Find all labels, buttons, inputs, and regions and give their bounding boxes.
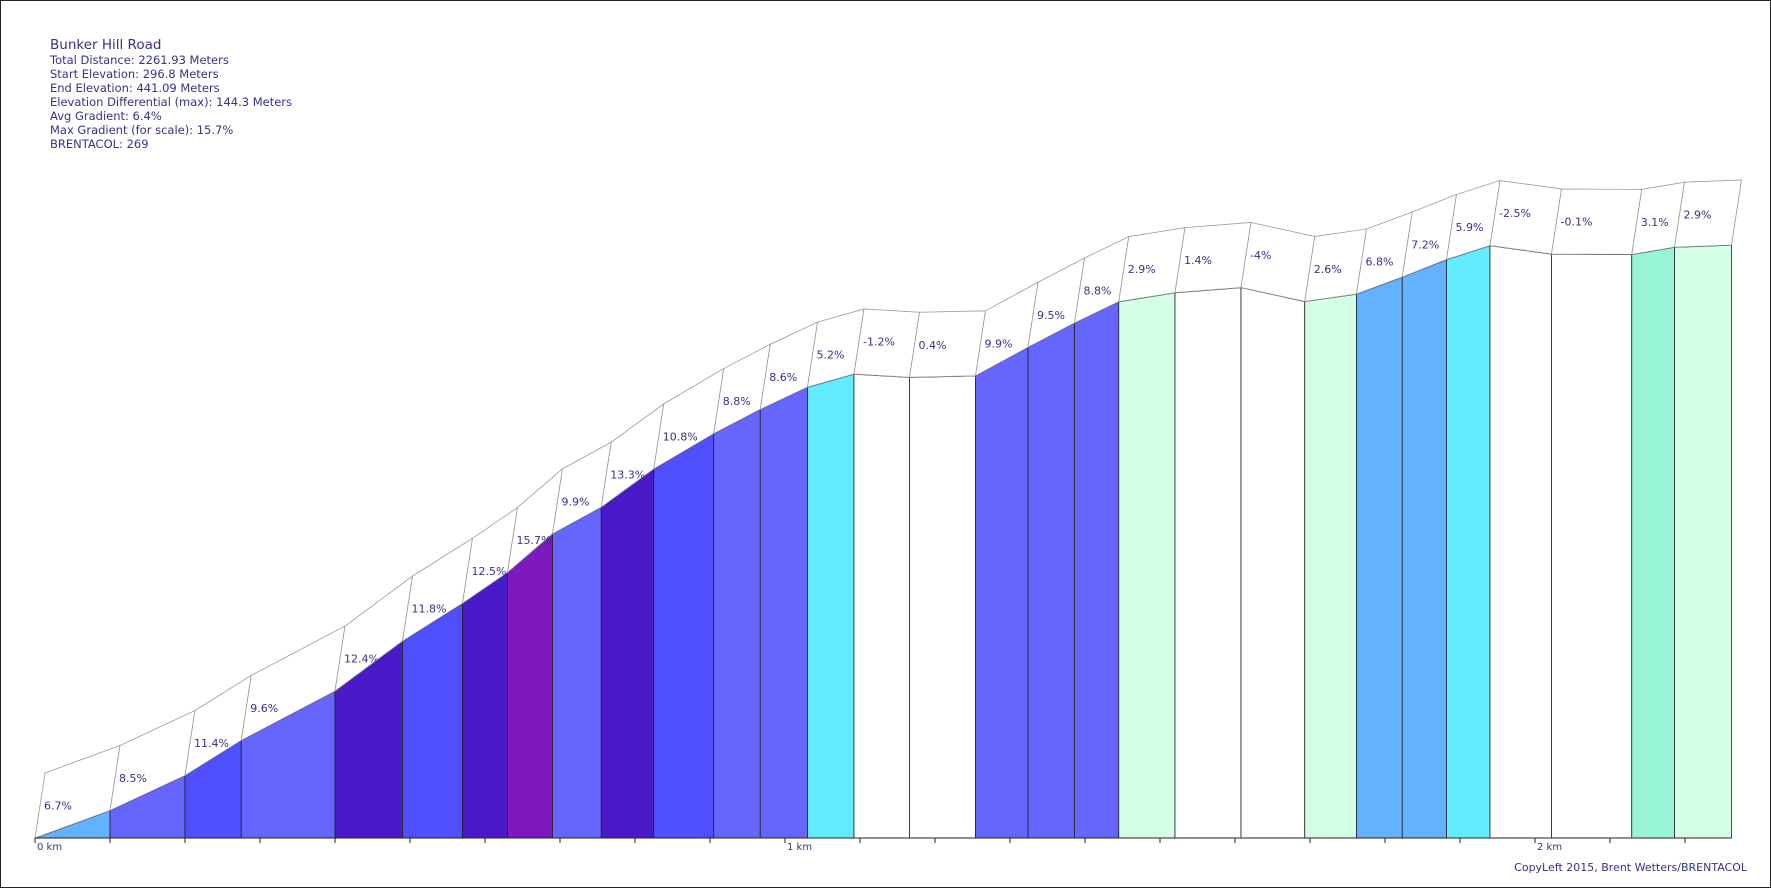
gradient-label: 8.8% [723,395,751,408]
gradient-label: 8.6% [769,371,797,384]
gradient-label: 8.5% [119,772,147,785]
route-title: Bunker Hill Road [50,37,162,53]
segment-bar [1304,293,1357,839]
gradient-label: 11.8% [412,603,447,616]
gradient-label: 9.9% [985,337,1013,350]
x-tick-label: 2 km [1537,842,1562,853]
segment-bar [1674,244,1732,839]
gradient-label: 7.2% [1411,238,1439,251]
segment-bar [507,532,553,839]
segment-bar [1446,244,1491,839]
segment-bar [1027,322,1075,839]
gradient-label: 9.6% [250,702,278,715]
start-elevation: Start Elevation: 296.8 Meters [50,67,219,81]
end-elevation: End Elevation: 441.09 Meters [50,81,220,95]
segment-bar [853,373,910,839]
segment-bars [34,244,1732,839]
x-tick-label: 0 km [37,842,62,853]
brentacol-score: BRENTACOL: 269 [50,137,149,151]
gradient-label: 3.1% [1641,216,1669,229]
gradient-label-bands: 6.7% 8.5% 11.4% 9.6% 12.4% 11.8% 12.5% 15.7% 9.9… [34,179,1742,839]
route-info: Bunker Hill Road Total Distance: 2261.93… [50,37,292,151]
segment-bar [402,602,463,839]
gradient-label: 0.4% [919,339,947,352]
gradient-label: 2.6% [1314,263,1342,276]
segment-bar [1240,286,1306,839]
gradient-label: 5.9% [1456,221,1484,234]
gradient-label: 13.3% [610,469,645,482]
total-distance: Total Distance: 2261.93 Meters [50,53,229,67]
segment-bar [600,468,655,839]
copyright-notice: CopyLeft 2015, Brent Wetters/BRENTACOL [1514,861,1747,874]
segment-bar [1401,258,1447,839]
segment-bar [1489,245,1552,839]
avg-gradient: Avg Gradient: 6.4% [50,109,162,123]
segment-bar [1631,246,1675,839]
x-axis: 0 km 1 km 2 km [34,837,1732,853]
segment-bar [1118,292,1176,839]
gradient-label: 11.4% [194,737,229,750]
max-gradient: Max Gradient (for scale): 15.7% [50,123,234,137]
gradient-label: 2.9% [1684,209,1712,222]
segment-bar [713,408,761,839]
gradient-label: 5.2% [817,349,845,362]
segment-bar [1356,276,1403,839]
segment-bar [1074,301,1120,839]
gradient-label: 8.8% [1084,285,1112,298]
gradient-label: 1.4% [1184,254,1212,267]
gradient-label: 12.4% [344,653,379,666]
gradient-band [1674,179,1742,248]
gradient-label: 12.5% [472,565,507,578]
gradient-label: 9.5% [1037,309,1065,322]
gradient-label: -4% [1250,249,1271,262]
elevation-differential: Elevation Differential (max): 144.3 Mete… [50,95,292,109]
x-tick-label: 1 km [787,842,812,853]
segment-bar [975,346,1029,839]
gradient-label: 6.8% [1366,256,1394,269]
gradient-label: 10.8% [663,430,698,443]
segment-bar [909,375,976,839]
segment-bar [807,373,855,839]
segment-bar [759,386,808,839]
gradient-label: 6.7% [44,800,72,813]
segment-bar [462,571,508,839]
gradient-label: 2.9% [1128,263,1156,276]
segment-bar [653,432,715,839]
gradient-label: -0.1% [1561,215,1593,228]
gradient-label: -2.5% [1499,207,1531,220]
segment-bar [1551,253,1633,839]
segment-bar [552,506,602,839]
gradient-label: -1.2% [863,335,895,348]
segment-bar [1174,287,1242,839]
gradient-label: 15.7% [517,534,552,547]
gradient-label: 9.9% [562,495,590,508]
